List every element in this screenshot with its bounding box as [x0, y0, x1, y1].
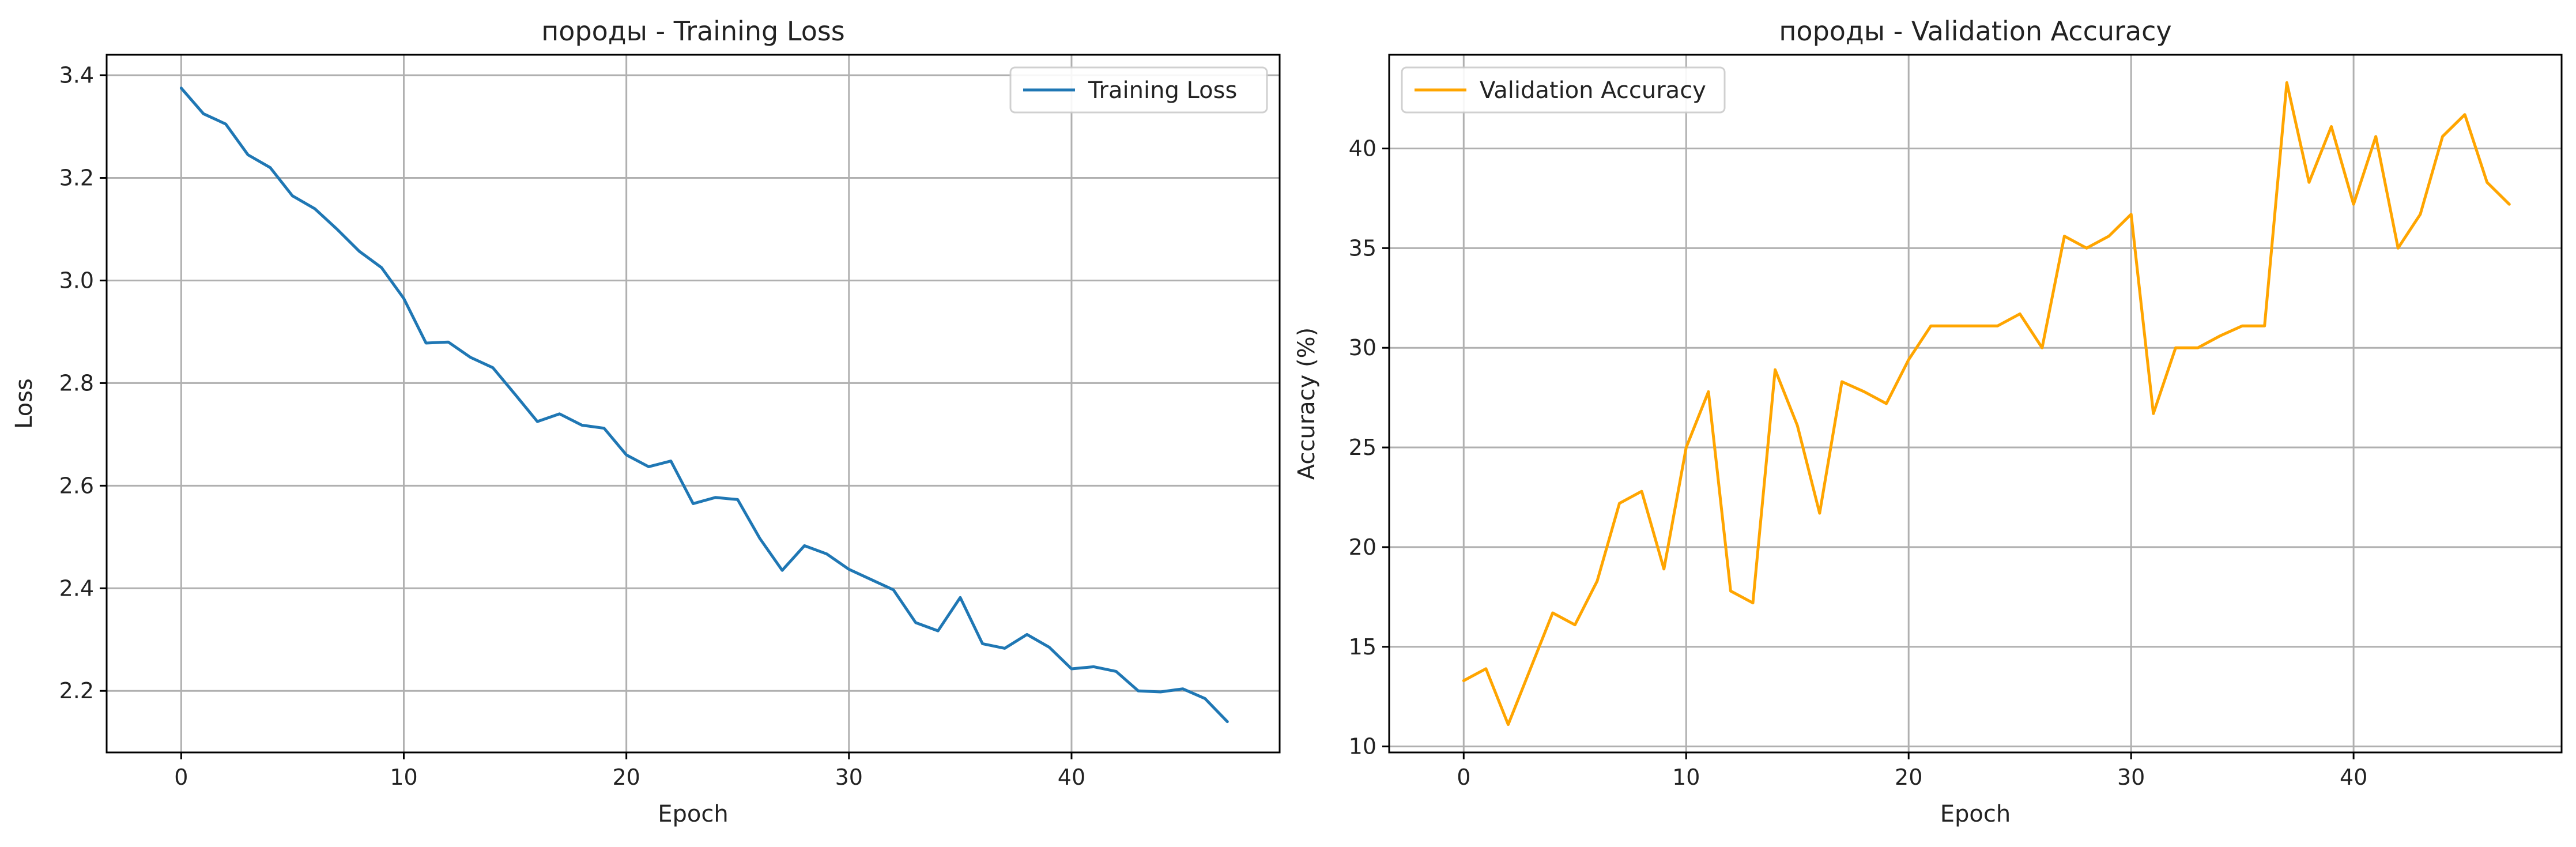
loss-legend-box: [1009, 66, 1268, 114]
loss-y-tick-label: 3.2: [59, 165, 94, 191]
accuracy-x-axis-label: Epoch: [1940, 801, 2011, 827]
loss-y-tick-label: 2.6: [59, 473, 94, 498]
loss-chart: 0 10 20 30 40 2.2 2.4 2.6 2.8 3.0 3.2 3.4 породы - T…: [11, 16, 1281, 827]
accuracy-legend: Validation Accuracy: [1401, 66, 1726, 114]
accuracy-x-tick-label: 0: [1457, 765, 1470, 790]
loss-legend-label: Training Loss: [1088, 77, 1237, 104]
loss-y-tick-label: 3.4: [59, 63, 94, 88]
accuracy-legend-box: [1401, 66, 1726, 114]
accuracy-y-tick-label: 15: [1349, 634, 1376, 660]
accuracy-y-tick-label: 20: [1349, 534, 1376, 560]
accuracy-y-tick-label: 40: [1349, 135, 1376, 161]
accuracy-y-tick-label: 30: [1349, 335, 1376, 360]
loss-series-line: [179, 86, 1229, 724]
accuracy-y-tick-label: 10: [1349, 734, 1376, 759]
loss-plot-frame: [105, 54, 1281, 754]
loss-x-tick-label: 30: [835, 765, 863, 790]
accuracy-grid: [1389, 55, 2562, 752]
loss-y-axis-label: Loss: [11, 378, 37, 429]
accuracy-legend-label: Validation Accuracy: [1480, 77, 1706, 104]
accuracy-chart: 0 10 20 30 40 10 15 20 25 30 35 40 породы - Validati…: [1293, 16, 2563, 827]
loss-y-tick-label: 3.0: [59, 268, 94, 293]
loss-chart-title: породы - Training Loss: [541, 16, 845, 47]
loss-legend: Training Loss: [1009, 66, 1268, 114]
accuracy-chart-title: породы - Validation Accuracy: [1779, 16, 2171, 47]
loss-y-tick-label: 2.4: [59, 575, 94, 601]
accuracy-plot-frame: [1388, 54, 2563, 754]
accuracy-y-axis-label: Accuracy (%): [1293, 327, 1320, 480]
accuracy-series-line: [1462, 81, 2511, 726]
accuracy-x-tick-label: 30: [2117, 765, 2145, 790]
loss-x-tick-label: 20: [612, 765, 640, 790]
loss-y-tick-label: 2.2: [59, 678, 94, 703]
loss-x-tick-label: 0: [174, 765, 188, 790]
accuracy-x-tick-label: 20: [1895, 765, 1922, 790]
loss-x-tick-label: 40: [1058, 765, 1085, 790]
accuracy-y-tick-label: 35: [1349, 235, 1376, 261]
accuracy-x-tick-label: 40: [2340, 765, 2367, 790]
loss-x-tick-label: 10: [390, 765, 417, 790]
loss-y-tick-label: 2.8: [59, 370, 94, 396]
accuracy-y-tick-label: 25: [1349, 435, 1376, 460]
accuracy-x-tick-label: 10: [1672, 765, 1700, 790]
loss-grid: [107, 55, 1280, 752]
loss-x-axis-label: Epoch: [658, 801, 728, 827]
